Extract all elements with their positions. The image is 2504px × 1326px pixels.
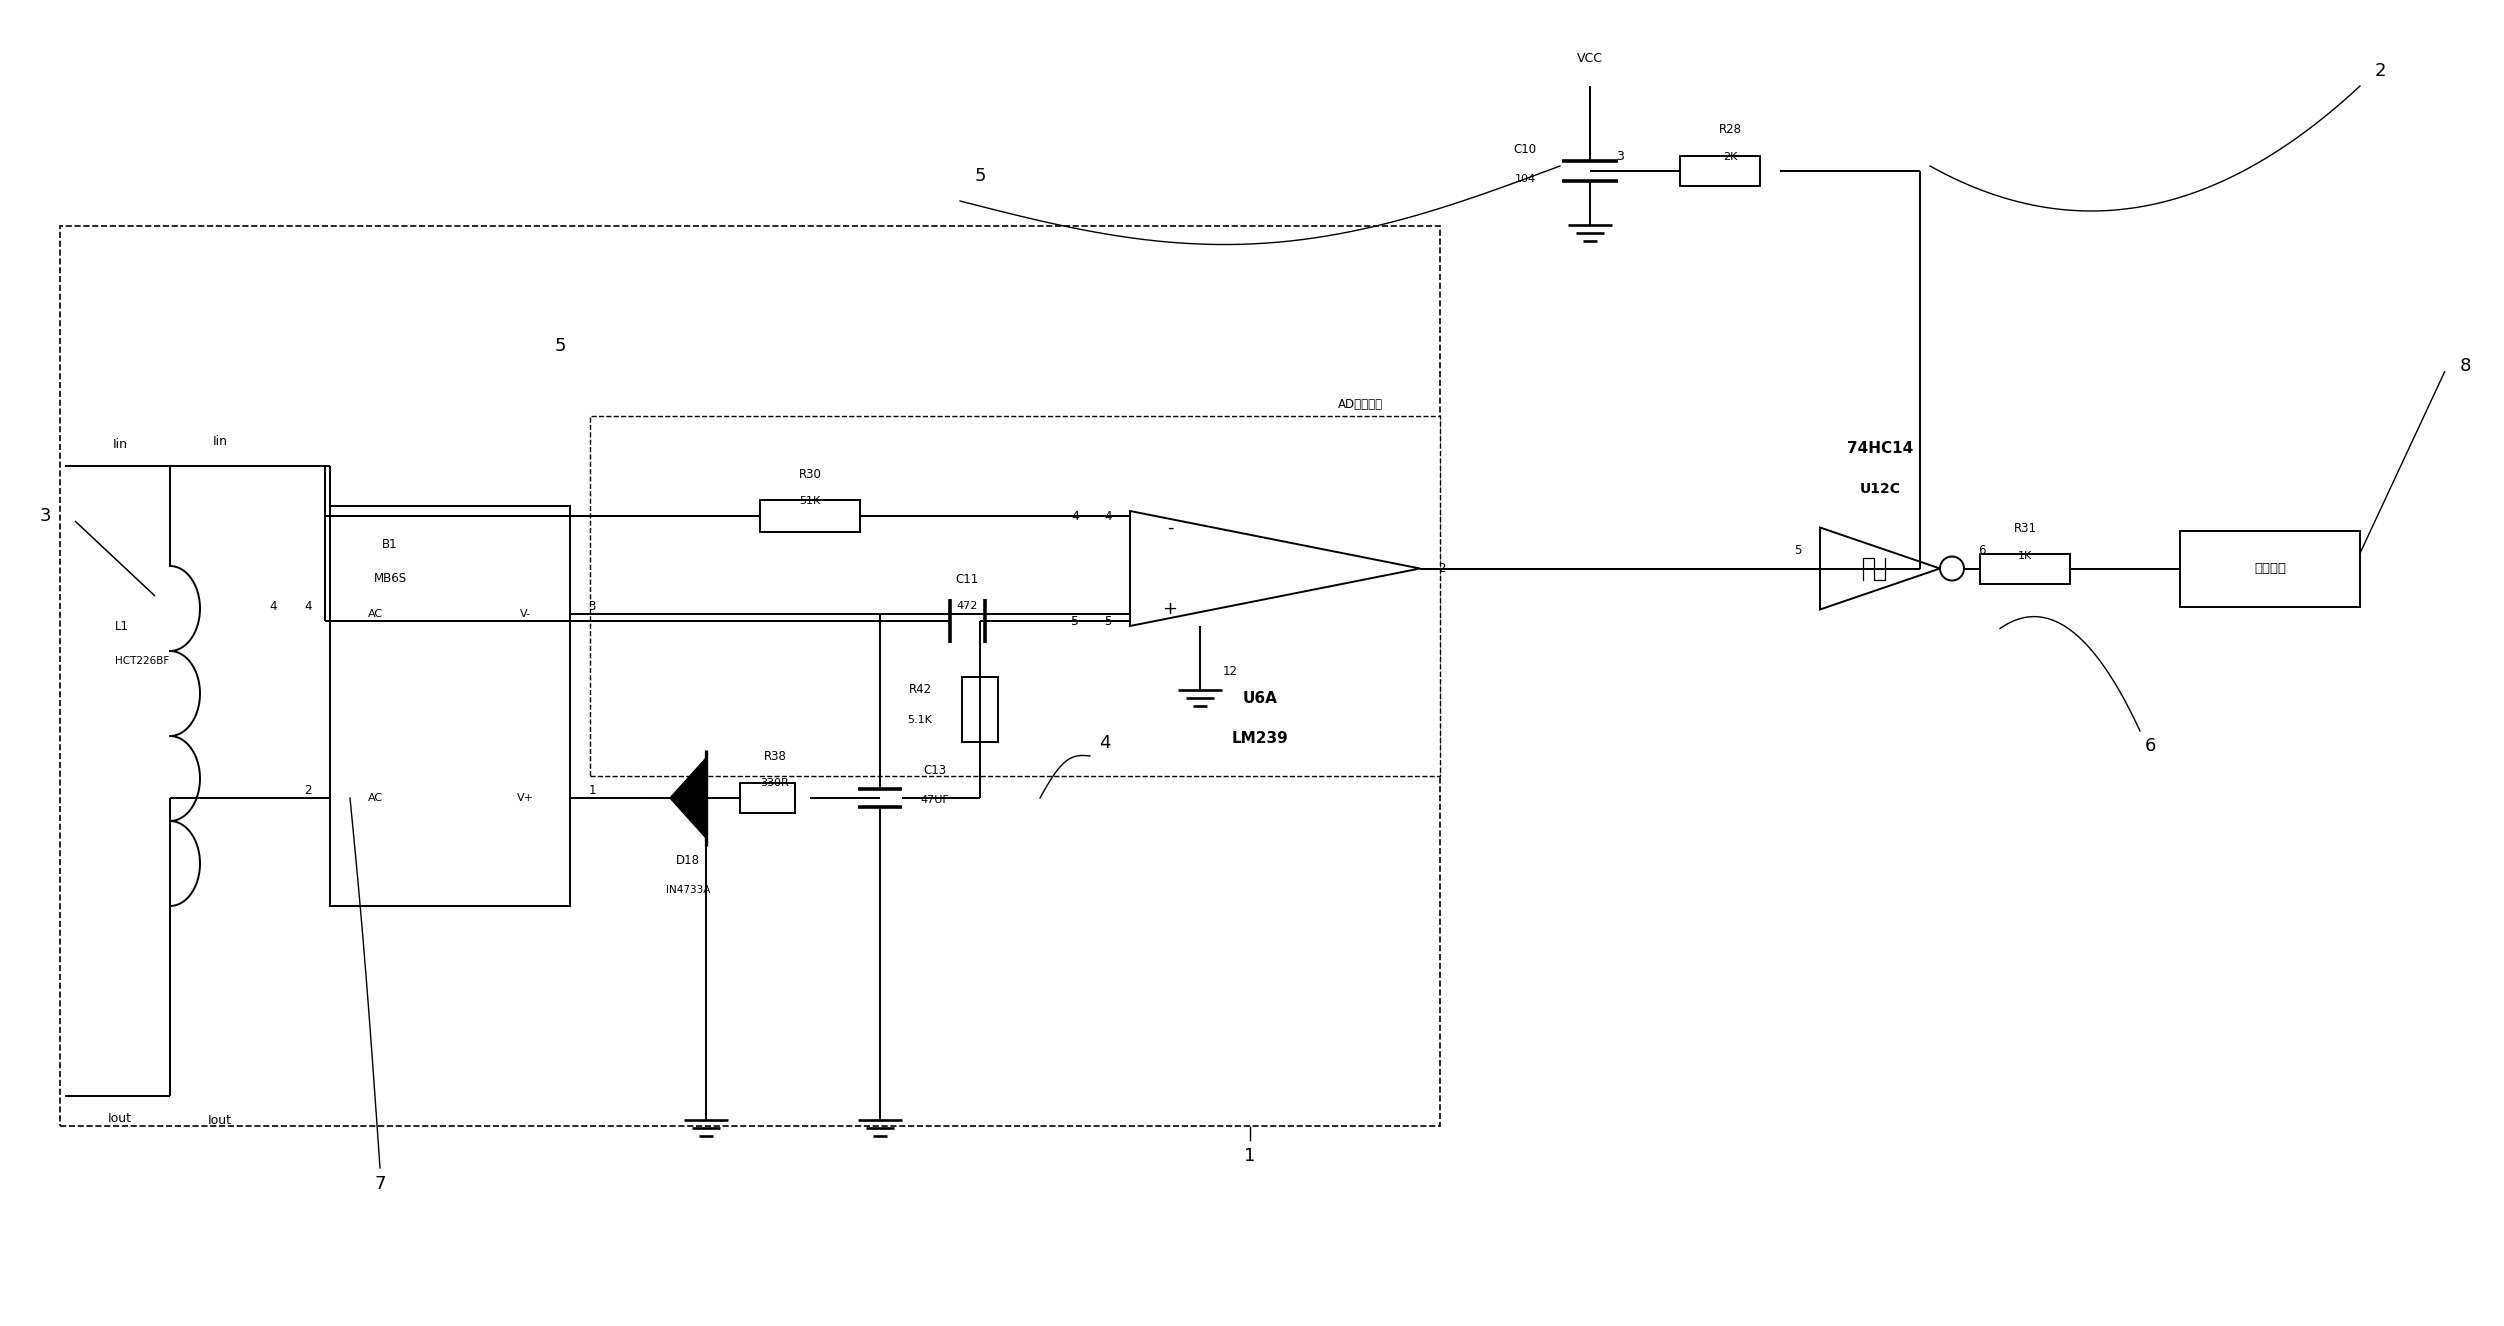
Text: C13: C13 <box>924 764 947 777</box>
Bar <box>962 678 999 743</box>
Text: 3: 3 <box>40 507 50 525</box>
Text: 7: 7 <box>373 1175 386 1193</box>
Text: IN4733A: IN4733A <box>666 884 711 895</box>
Text: R28: R28 <box>1718 122 1740 135</box>
Text: R30: R30 <box>799 468 821 480</box>
Text: -: - <box>1167 518 1174 537</box>
Text: AC: AC <box>368 609 383 619</box>
Polygon shape <box>671 758 706 838</box>
Text: 47UF: 47UF <box>921 796 949 805</box>
Text: VCC: VCC <box>1578 52 1603 65</box>
Text: 330R: 330R <box>761 778 789 788</box>
Text: 2: 2 <box>2374 62 2386 80</box>
Text: Iout: Iout <box>108 1111 133 1124</box>
Text: 5: 5 <box>1072 614 1079 627</box>
Text: V-: V- <box>518 609 531 619</box>
Text: 8: 8 <box>2459 357 2471 375</box>
Text: MB6S: MB6S <box>373 572 406 585</box>
Bar <box>761 500 859 532</box>
Text: L1: L1 <box>115 619 130 633</box>
Text: 1K: 1K <box>2018 550 2033 561</box>
Text: 2: 2 <box>305 784 313 797</box>
Bar <box>331 507 571 906</box>
Text: Iin: Iin <box>113 438 128 451</box>
Text: R42: R42 <box>909 683 931 696</box>
Text: 5: 5 <box>1795 544 1803 557</box>
Text: 5: 5 <box>974 167 987 186</box>
Text: B1: B1 <box>383 537 398 550</box>
Text: 12: 12 <box>1222 664 1237 678</box>
Text: R31: R31 <box>2013 522 2036 534</box>
Text: D18: D18 <box>676 854 701 866</box>
Text: 1: 1 <box>1244 1147 1255 1166</box>
Text: Iout: Iout <box>208 1114 233 1127</box>
Text: 104: 104 <box>1515 174 1535 184</box>
Text: V+: V+ <box>516 793 533 804</box>
Bar <box>741 782 794 813</box>
Text: 3: 3 <box>588 599 596 613</box>
Text: 5: 5 <box>1104 614 1112 627</box>
Text: 3: 3 <box>1615 150 1625 163</box>
Bar <box>1981 553 2071 583</box>
Bar <box>1680 156 1760 186</box>
Text: Iin: Iin <box>213 435 228 447</box>
Text: 4: 4 <box>1104 509 1112 522</box>
Bar <box>60 225 1440 1126</box>
Text: C10: C10 <box>1512 142 1537 155</box>
Text: 5: 5 <box>553 337 566 355</box>
Text: C11: C11 <box>957 573 979 586</box>
Text: HCT226BF: HCT226BF <box>115 656 170 666</box>
Text: R38: R38 <box>764 749 786 762</box>
Text: U6A: U6A <box>1242 691 1277 705</box>
Text: 74HC14: 74HC14 <box>1848 442 1913 456</box>
Text: 微处理器: 微处理器 <box>2254 562 2286 575</box>
Text: 1: 1 <box>588 784 596 797</box>
Text: 5.1K: 5.1K <box>906 715 931 724</box>
Bar <box>2181 530 2359 606</box>
Text: AC: AC <box>368 793 383 804</box>
Text: 4: 4 <box>305 599 313 613</box>
Text: 6: 6 <box>1978 544 1986 557</box>
Text: 472: 472 <box>957 601 979 611</box>
Text: 6: 6 <box>2143 737 2156 754</box>
Text: 2: 2 <box>1437 562 1445 575</box>
Text: +: + <box>1162 599 1177 618</box>
Text: 4: 4 <box>270 599 278 613</box>
Text: U12C: U12C <box>1860 481 1901 496</box>
Text: LM239: LM239 <box>1232 731 1290 747</box>
Text: 4: 4 <box>1099 735 1112 752</box>
Text: 4: 4 <box>1072 509 1079 522</box>
Text: AD转换端口: AD转换端口 <box>1337 398 1382 411</box>
Text: 2K: 2K <box>1723 152 1738 162</box>
Text: 51K: 51K <box>799 496 821 507</box>
Bar <box>591 416 1440 776</box>
